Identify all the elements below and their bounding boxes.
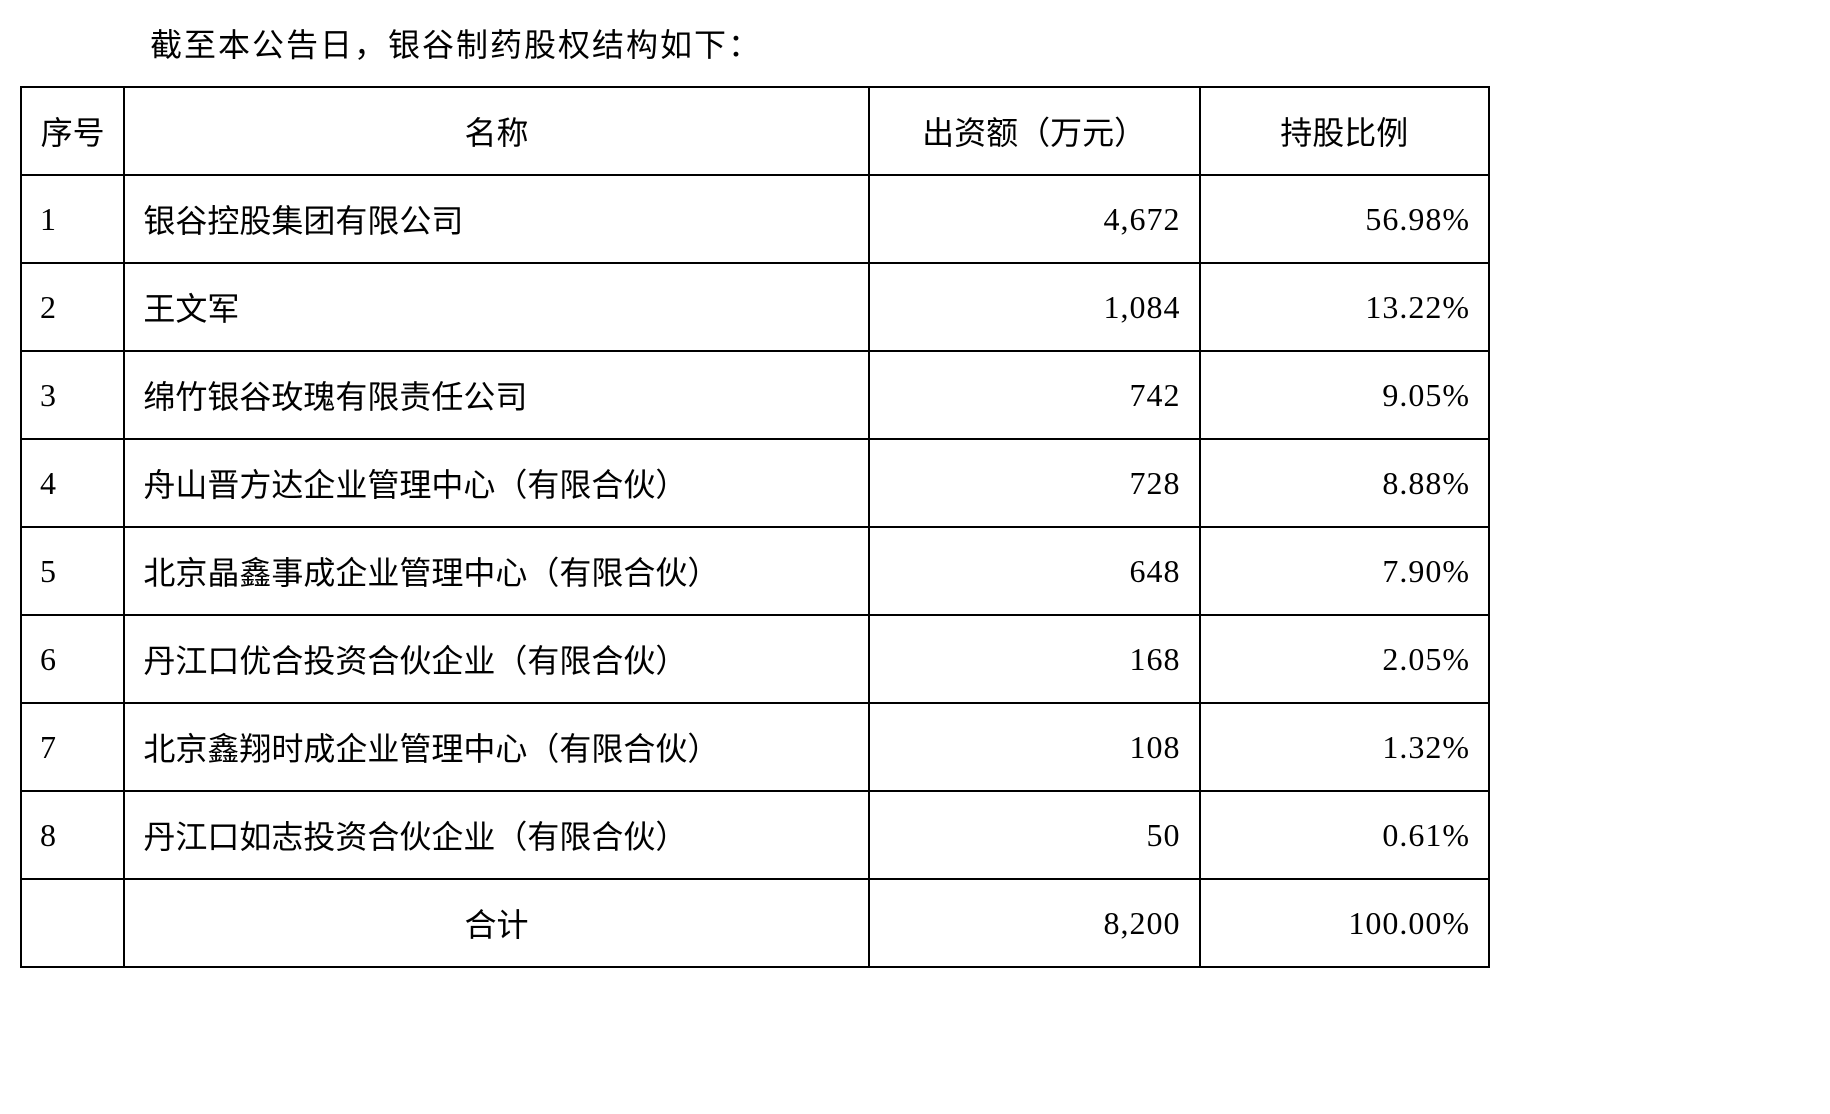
cell-index: 6 <box>21 615 124 703</box>
cell-ratio: 7.90% <box>1200 527 1489 615</box>
cell-index: 5 <box>21 527 124 615</box>
table-total-row: 合计 8,200 100.00% <box>21 879 1489 967</box>
cell-amount: 108 <box>869 703 1200 791</box>
cell-ratio: 13.22% <box>1200 263 1489 351</box>
cell-name: 银谷控股集团有限公司 <box>124 175 868 263</box>
cell-index: 2 <box>21 263 124 351</box>
cell-ratio: 8.88% <box>1200 439 1489 527</box>
cell-total-label: 合计 <box>124 879 868 967</box>
cell-name: 绵竹银谷玫瑰有限责任公司 <box>124 351 868 439</box>
cell-ratio: 2.05% <box>1200 615 1489 703</box>
cell-name: 舟山晋方达企业管理中心（有限合伙） <box>124 439 868 527</box>
cell-amount: 648 <box>869 527 1200 615</box>
cell-name: 北京鑫翔时成企业管理中心（有限合伙） <box>124 703 868 791</box>
cell-ratio: 9.05% <box>1200 351 1489 439</box>
cell-name: 丹江口如志投资合伙企业（有限合伙） <box>124 791 868 879</box>
cell-amount: 742 <box>869 351 1200 439</box>
cell-total-ratio: 100.00% <box>1200 879 1489 967</box>
table-row: 8 丹江口如志投资合伙企业（有限合伙） 50 0.61% <box>21 791 1489 879</box>
table-row: 4 舟山晋方达企业管理中心（有限合伙） 728 8.88% <box>21 439 1489 527</box>
cell-amount: 168 <box>869 615 1200 703</box>
cell-name: 丹江口优合投资合伙企业（有限合伙） <box>124 615 868 703</box>
cell-index: 1 <box>21 175 124 263</box>
cell-total-amount: 8,200 <box>869 879 1200 967</box>
header-amount: 出资额（万元） <box>869 87 1200 175</box>
header-index: 序号 <box>21 87 124 175</box>
table-row: 3 绵竹银谷玫瑰有限责任公司 742 9.05% <box>21 351 1489 439</box>
cell-amount: 4,672 <box>869 175 1200 263</box>
intro-text: 截至本公告日，银谷制药股权结构如下： <box>150 20 1810 66</box>
table-row: 7 北京鑫翔时成企业管理中心（有限合伙） 108 1.32% <box>21 703 1489 791</box>
header-name: 名称 <box>124 87 868 175</box>
table-body: 1 银谷控股集团有限公司 4,672 56.98% 2 王文军 1,084 13… <box>21 175 1489 967</box>
cell-total-empty <box>21 879 124 967</box>
cell-ratio: 1.32% <box>1200 703 1489 791</box>
cell-amount: 50 <box>869 791 1200 879</box>
table-row: 2 王文军 1,084 13.22% <box>21 263 1489 351</box>
cell-index: 3 <box>21 351 124 439</box>
table-header-row: 序号 名称 出资额（万元） 持股比例 <box>21 87 1489 175</box>
cell-amount: 1,084 <box>869 263 1200 351</box>
cell-ratio: 56.98% <box>1200 175 1489 263</box>
cell-amount: 728 <box>869 439 1200 527</box>
cell-index: 8 <box>21 791 124 879</box>
table-row: 1 银谷控股集团有限公司 4,672 56.98% <box>21 175 1489 263</box>
cell-ratio: 0.61% <box>1200 791 1489 879</box>
table-row: 6 丹江口优合投资合伙企业（有限合伙） 168 2.05% <box>21 615 1489 703</box>
cell-index: 7 <box>21 703 124 791</box>
header-ratio: 持股比例 <box>1200 87 1489 175</box>
cell-name: 王文军 <box>124 263 868 351</box>
cell-name: 北京晶鑫事成企业管理中心（有限合伙） <box>124 527 868 615</box>
cell-index: 4 <box>21 439 124 527</box>
table-row: 5 北京晶鑫事成企业管理中心（有限合伙） 648 7.90% <box>21 527 1489 615</box>
equity-structure-table: 序号 名称 出资额（万元） 持股比例 1 银谷控股集团有限公司 4,672 56… <box>20 86 1490 968</box>
